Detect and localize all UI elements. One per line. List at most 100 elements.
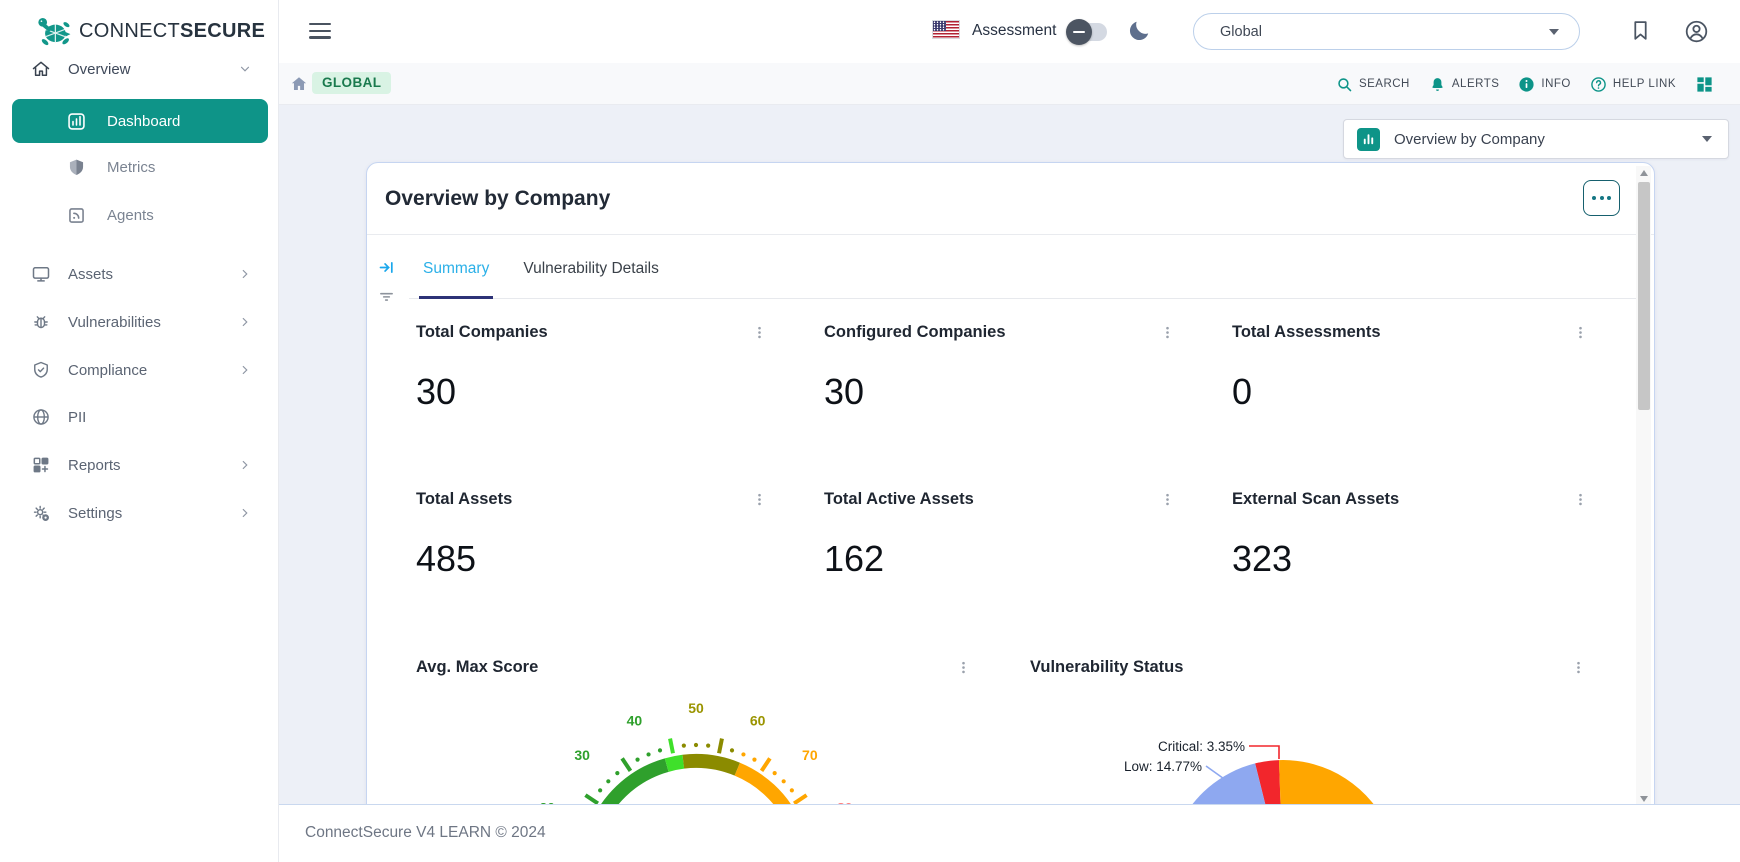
svg-text:70: 70: [802, 747, 818, 763]
brand-logo[interactable]: CONNECTSECURE: [34, 12, 265, 50]
gear-icon: [33, 505, 49, 521]
tab-vulnerability-details[interactable]: Vulnerability Details: [523, 260, 659, 277]
kebab-menu-icon[interactable]: [1573, 491, 1588, 508]
sidebar-item-label: Overview: [68, 60, 131, 78]
tabbar: Summary Vulnerability Details: [409, 235, 1638, 299]
info-icon: [1519, 76, 1534, 92]
brand-secure: SECURE: [180, 19, 266, 42]
info-action[interactable]: INFO: [1518, 76, 1570, 93]
donut-chart-svg: Critical: 3.35% Low: 14.77%: [1124, 739, 1374, 804]
panel-scrollbar[interactable]: [1636, 166, 1651, 804]
sidebar-item-compliance[interactable]: Compliance: [0, 348, 279, 392]
help-link-label: HELP LINK: [1612, 78, 1676, 90]
shield-half-icon: [69, 159, 84, 175]
chevron-right-icon: [242, 317, 248, 327]
collapse-panel-icon[interactable]: [378, 259, 395, 276]
widget-selector[interactable]: Overview by Company: [1343, 119, 1729, 159]
sidebar-item-metrics[interactable]: Metrics: [0, 145, 279, 189]
home-icon: [32, 61, 50, 76]
kebab-menu-icon[interactable]: [956, 659, 971, 676]
scrollbar-up-arrow[interactable]: [1636, 166, 1651, 180]
alerts-action[interactable]: ALERTS: [1429, 76, 1500, 93]
dashboard-grid-icon[interactable]: [1695, 75, 1714, 94]
stat-value: 30: [824, 371, 865, 412]
search-action[interactable]: SEARCH: [1336, 76, 1410, 93]
panel-menu-button[interactable]: [1583, 180, 1620, 216]
sidebar-item-label: PII: [68, 408, 87, 426]
sidebar-item-assets[interactable]: Assets: [0, 252, 279, 296]
stat-value: 162: [824, 538, 885, 579]
panel-body: Summary Vulnerability Details Total Comp…: [409, 235, 1638, 805]
kebab-menu-icon[interactable]: [752, 491, 767, 508]
chevron-down-icon: [240, 66, 250, 72]
kebab-menu-icon[interactable]: [1160, 324, 1175, 341]
tab-summary[interactable]: Summary: [419, 260, 494, 299]
globe-icon: [33, 409, 49, 425]
chevron-right-icon: [242, 269, 248, 279]
language-flag-icon[interactable]: [932, 20, 960, 39]
kebab-menu-icon[interactable]: [1573, 324, 1588, 341]
assessment-label: Assessment: [972, 22, 1057, 39]
sidebar-item-label: Metrics: [107, 158, 156, 176]
menu-toggle-button[interactable]: [309, 23, 331, 39]
caret-down-icon: [1549, 28, 1559, 35]
sidebar-item-pii[interactable]: PII: [0, 395, 279, 439]
sidebar-item-vulnerabilities[interactable]: Vulnerabilities: [0, 300, 279, 344]
stat-total-companies: Total Companies 30: [409, 323, 817, 413]
sidebar-item-label: Dashboard: [107, 112, 181, 130]
gauge-chart: 20 30 40 50 60 70 80: [409, 687, 1023, 805]
sidebar-item-settings[interactable]: Settings: [0, 491, 279, 535]
search-label: SEARCH: [1358, 78, 1410, 90]
account-icon[interactable]: [1683, 18, 1710, 45]
breadcrumb-home-icon[interactable]: [290, 75, 308, 93]
stat-value: 0: [1232, 371, 1253, 412]
sidebar-item-dashboard[interactable]: Dashboard: [12, 99, 268, 143]
search-icon: [1338, 77, 1352, 91]
kebab-menu-icon[interactable]: [752, 324, 767, 341]
grid-plus-icon: [33, 457, 49, 473]
stat-label: Total Companies: [416, 323, 548, 341]
overview-panel: Overview by Company Summary Vulnerabilit…: [366, 162, 1655, 805]
sidebar-item-reports[interactable]: Reports: [0, 443, 279, 487]
quick-actions: SEARCH ALERTS INFO HELP LINK: [1336, 63, 1714, 105]
assessment-toggle[interactable]: [1066, 19, 1107, 45]
dark-mode-moon-icon[interactable]: [1126, 18, 1152, 44]
stat-label: Total Active Assets: [824, 490, 974, 508]
sidebar-item-agents[interactable]: Agents: [0, 193, 279, 237]
topbar: Assessment Global: [279, 0, 1740, 63]
widget-chart-icon: [1357, 127, 1380, 151]
chevron-right-icon: [242, 460, 248, 470]
stat-label: External Scan Assets: [1232, 490, 1400, 508]
svg-text:20: 20: [539, 799, 555, 805]
breadcrumb-global-badge[interactable]: GLOBAL: [312, 72, 392, 94]
svg-text:Critical: 3.35%: Critical: 3.35%: [1158, 739, 1245, 754]
stat-total-active-assets: Total Active Assets 162: [817, 490, 1225, 580]
chevron-right-icon: [242, 365, 248, 375]
agent-scan-icon: [69, 207, 84, 223]
widget-selector-value: Overview by Company: [1394, 130, 1545, 148]
donut-chart: Critical: 3.35% Low: 14.77%: [1023, 687, 1638, 804]
help-link-action[interactable]: HELP LINK: [1590, 76, 1676, 93]
panel-header: Overview by Company: [367, 163, 1654, 235]
breadcrumb-bar: GLOBAL SEARCH ALERTS INFO HELP LINK: [279, 63, 1740, 105]
kebab-menu-icon[interactable]: [1160, 491, 1175, 508]
sidebar-item-overview[interactable]: Overview: [0, 47, 279, 91]
bug-icon: [34, 316, 48, 329]
toggle-knob: [1066, 19, 1092, 45]
stat-external-scan-assets: External Scan Assets 323: [1225, 490, 1638, 580]
brand-connect: CONNECT: [79, 19, 180, 42]
gauge-chart-svg: 20 30 40 50 60 70 80: [539, 700, 853, 805]
scrollbar-thumb[interactable]: [1637, 182, 1650, 410]
bell-icon: [1432, 77, 1443, 91]
caret-down-icon: [1702, 136, 1712, 142]
filter-icon[interactable]: [378, 288, 395, 305]
bookmark-icon[interactable]: [1628, 18, 1653, 43]
svg-text:60: 60: [750, 712, 766, 728]
scrollbar-down-arrow[interactable]: [1636, 792, 1651, 804]
kebab-menu-icon[interactable]: [1571, 659, 1586, 676]
chart-title: Avg. Max Score: [416, 658, 539, 676]
turtle-logo-icon: [38, 17, 71, 46]
sidebar-item-label: Assets: [68, 265, 114, 283]
footer: ConnectSecure V4 LEARN © 2024: [279, 806, 1740, 862]
global-scope-select[interactable]: Global: [1193, 13, 1580, 50]
